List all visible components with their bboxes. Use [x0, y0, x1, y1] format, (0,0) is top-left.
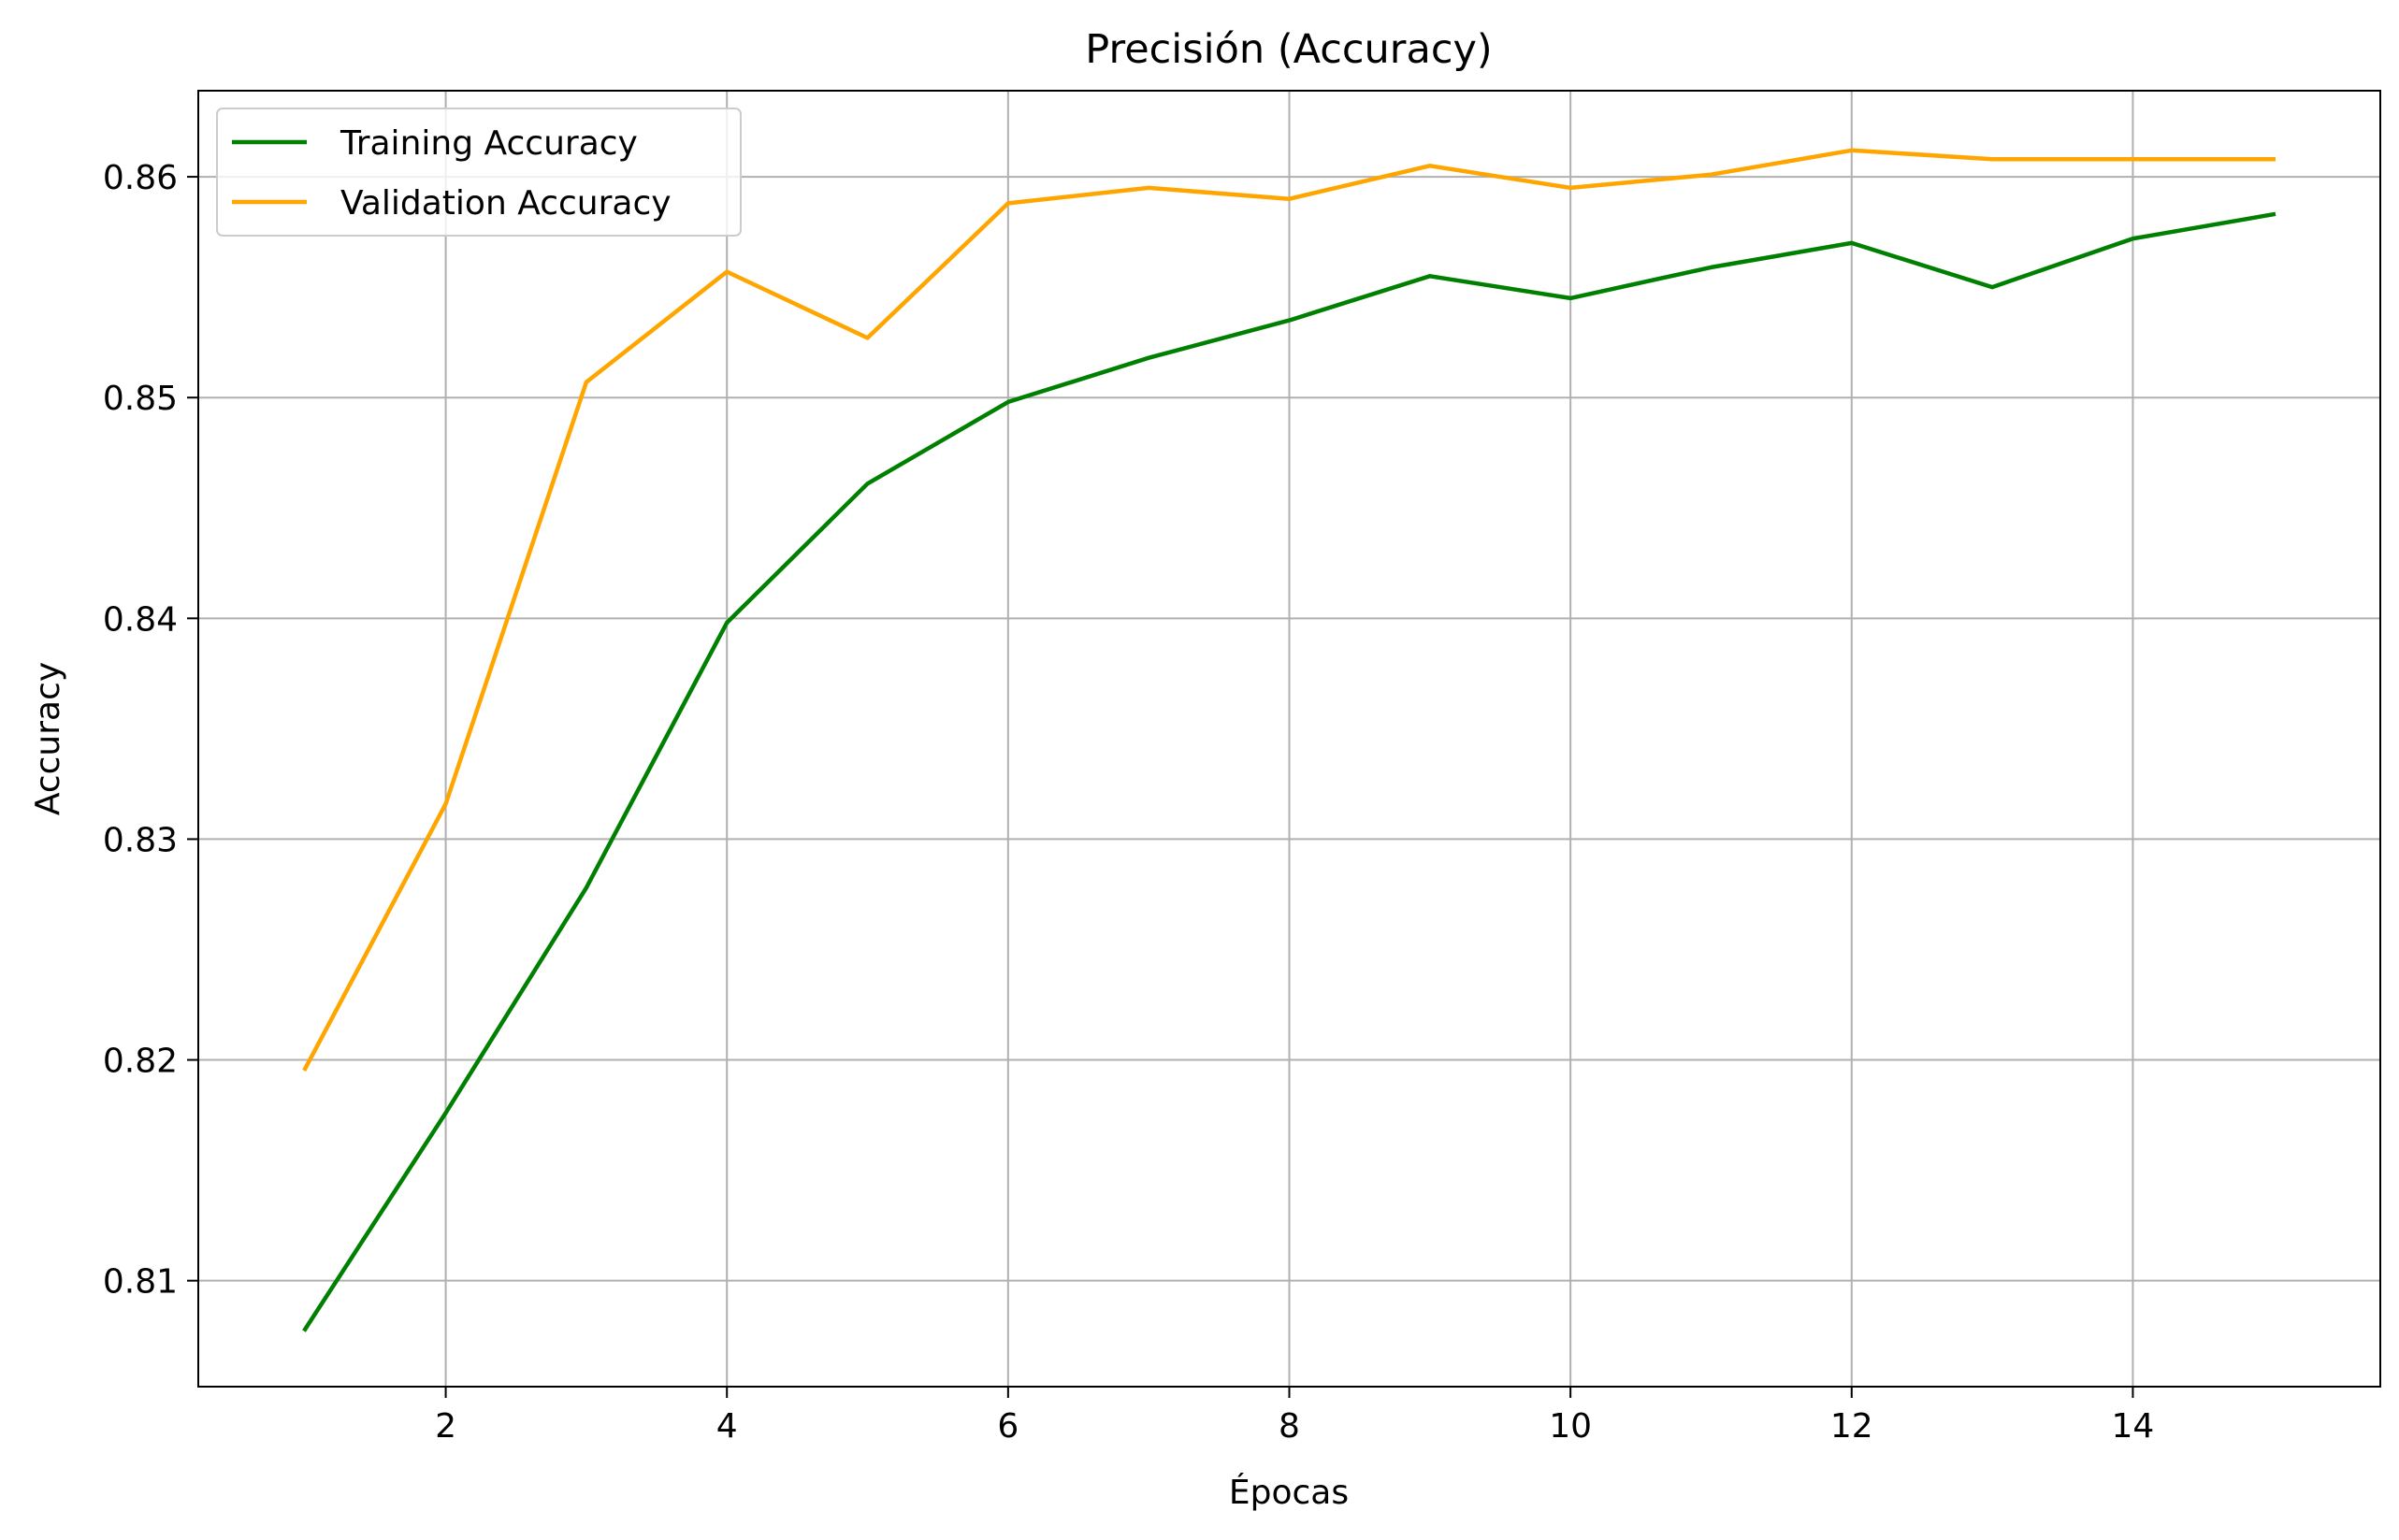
legend: Training Accuracy Validation Accuracy: [216, 108, 742, 237]
series-lines: [302, 148, 2276, 1332]
legend-label-training-accuracy: Training Accuracy: [340, 124, 638, 163]
legend-label-validation-accuracy: Validation Accuracy: [340, 184, 672, 223]
validation-accuracy-line: [302, 148, 2276, 1072]
y-tick-label: 0.86: [103, 159, 178, 197]
x-tick-label: 6: [997, 1407, 1019, 1446]
legend-box: [216, 108, 742, 237]
x-tick-label: 10: [1549, 1407, 1592, 1446]
x-tick-label: 14: [2112, 1407, 2155, 1446]
x-tick-label: 12: [1830, 1407, 1873, 1446]
axis-ticks: 2 4 6 8 10 12 14 0.81 0.82 0.83 0.84 0.85 0.86: [103, 159, 2154, 1446]
y-tick-label: 0.83: [103, 821, 178, 859]
y-tick-label: 0.82: [103, 1043, 178, 1081]
chart-title: Precisión (Accuracy): [1085, 26, 1492, 73]
text-labels: Precisión (Accuracy) Épocas Accuracy: [29, 26, 1493, 1512]
x-tick-label: 2: [435, 1407, 456, 1446]
training-accuracy-line: [302, 211, 2276, 1332]
y-tick-label: 0.81: [103, 1263, 178, 1302]
y-axis-label: Accuracy: [29, 662, 67, 815]
x-tick-label: 4: [716, 1407, 738, 1446]
x-axis-label: Épocas: [1229, 1473, 1349, 1512]
x-tick-label: 8: [1279, 1407, 1300, 1446]
y-tick-label: 0.84: [103, 600, 178, 639]
y-tick-label: 0.85: [103, 380, 178, 418]
